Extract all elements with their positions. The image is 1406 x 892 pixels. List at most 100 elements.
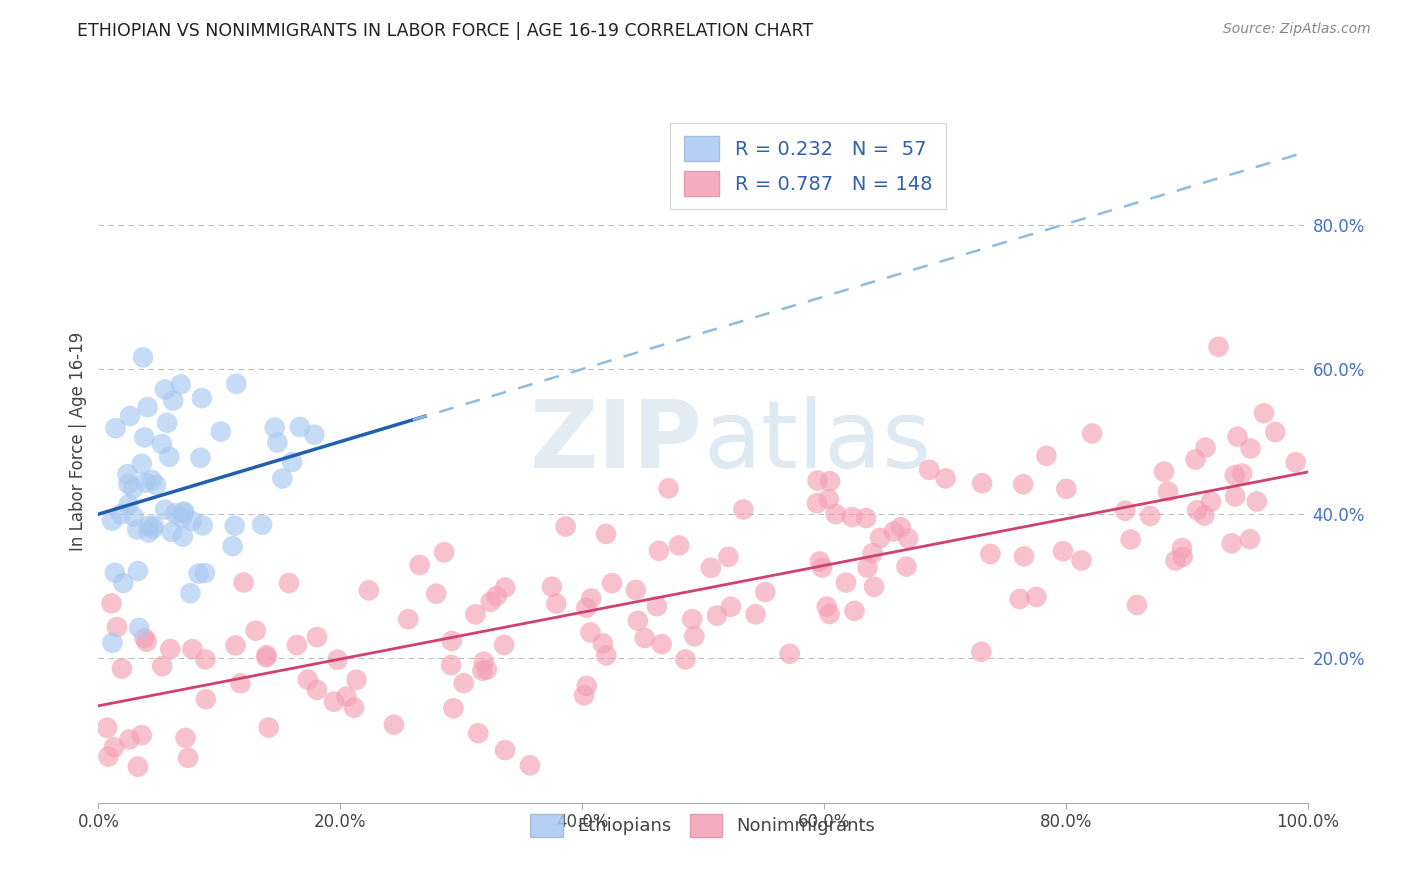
Point — [232, 575, 254, 590]
Point — [131, 728, 153, 742]
Point — [128, 621, 150, 635]
Point — [285, 638, 308, 652]
Text: atlas: atlas — [703, 395, 931, 488]
Point — [117, 467, 139, 482]
Point — [190, 450, 212, 465]
Point — [117, 477, 139, 491]
Point — [221, 539, 243, 553]
Point — [127, 564, 149, 578]
Point — [382, 717, 405, 731]
Point — [1171, 549, 1194, 564]
Point — [408, 558, 430, 572]
Point — [706, 608, 728, 623]
Point — [651, 637, 673, 651]
Point — [170, 511, 193, 525]
Point — [1025, 590, 1047, 604]
Point — [111, 661, 134, 675]
Point — [170, 377, 193, 392]
Point — [540, 580, 562, 594]
Point — [278, 576, 301, 591]
Point — [162, 393, 184, 408]
Point — [494, 581, 516, 595]
Point — [101, 636, 124, 650]
Point — [1223, 468, 1246, 483]
Point — [281, 455, 304, 469]
Point — [177, 751, 200, 765]
Point — [1285, 455, 1308, 469]
Point — [575, 679, 598, 693]
Point — [1208, 340, 1230, 354]
Point — [970, 645, 993, 659]
Point — [1225, 490, 1247, 504]
Point — [1171, 541, 1194, 556]
Point — [157, 450, 180, 464]
Point — [979, 547, 1001, 561]
Point — [1199, 495, 1222, 509]
Point — [897, 532, 920, 546]
Point — [433, 545, 456, 559]
Point — [863, 580, 886, 594]
Point — [1194, 441, 1216, 455]
Point — [1264, 425, 1286, 439]
Point — [645, 599, 668, 614]
Point — [883, 524, 905, 539]
Point — [122, 481, 145, 495]
Point — [806, 496, 828, 510]
Text: ZIP: ZIP — [530, 395, 703, 488]
Point — [1184, 452, 1206, 467]
Point — [174, 731, 197, 745]
Point — [817, 492, 839, 507]
Point — [1081, 426, 1104, 441]
Point — [257, 721, 280, 735]
Point — [245, 624, 267, 638]
Point — [396, 612, 419, 626]
Point — [1126, 598, 1149, 612]
Point — [918, 463, 941, 477]
Point — [343, 700, 366, 714]
Point — [191, 391, 214, 405]
Point — [624, 582, 647, 597]
Point — [132, 351, 155, 365]
Point — [494, 638, 516, 652]
Point — [134, 430, 156, 444]
Point — [1012, 549, 1035, 564]
Point — [896, 559, 918, 574]
Point — [700, 561, 723, 575]
Point — [165, 507, 187, 521]
Point — [471, 664, 494, 678]
Point — [104, 566, 127, 580]
Point — [779, 647, 801, 661]
Point — [305, 682, 328, 697]
Point — [142, 518, 165, 533]
Point — [254, 650, 277, 665]
Point — [187, 566, 209, 581]
Point — [600, 576, 623, 591]
Point — [225, 639, 247, 653]
Point — [159, 642, 181, 657]
Point — [811, 560, 834, 574]
Point — [717, 549, 740, 564]
Point — [96, 721, 118, 735]
Point — [681, 612, 703, 626]
Point — [346, 673, 368, 687]
Point — [720, 599, 742, 614]
Point — [112, 576, 135, 591]
Point — [668, 538, 690, 552]
Point — [862, 546, 884, 560]
Point — [824, 507, 846, 521]
Point — [150, 659, 173, 673]
Point — [634, 631, 657, 645]
Point — [297, 673, 319, 687]
Point — [263, 420, 285, 434]
Point — [118, 732, 141, 747]
Point — [150, 437, 173, 451]
Legend: Ethiopians, Nonimmigrants: Ethiopians, Nonimmigrants — [520, 803, 886, 848]
Point — [844, 604, 866, 618]
Point — [467, 726, 489, 740]
Point — [173, 504, 195, 518]
Point — [103, 740, 125, 755]
Point — [546, 597, 568, 611]
Point — [145, 478, 167, 492]
Point — [595, 648, 617, 663]
Point — [1070, 553, 1092, 567]
